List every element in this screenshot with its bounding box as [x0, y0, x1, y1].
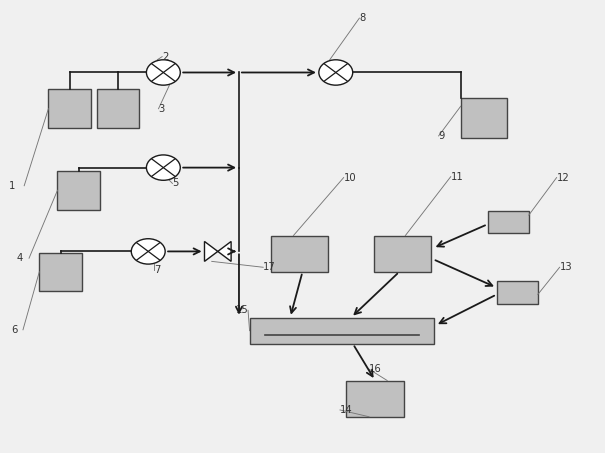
Text: 9: 9 — [439, 131, 445, 141]
Bar — [488, 211, 529, 233]
Text: 8: 8 — [359, 13, 365, 23]
Text: 4: 4 — [17, 253, 23, 263]
Bar — [374, 236, 431, 272]
Bar — [346, 381, 404, 417]
Bar — [57, 171, 100, 209]
Text: 6: 6 — [11, 325, 18, 335]
Text: 10: 10 — [344, 173, 356, 183]
Text: 15: 15 — [236, 305, 249, 315]
Bar — [39, 252, 82, 291]
Circle shape — [319, 60, 353, 85]
Text: 5: 5 — [172, 178, 179, 188]
Polygon shape — [218, 241, 231, 261]
Text: 1: 1 — [9, 181, 16, 191]
Bar — [271, 236, 328, 272]
Circle shape — [146, 155, 180, 180]
Bar — [48, 89, 91, 128]
Text: 7: 7 — [154, 265, 161, 275]
Polygon shape — [204, 241, 218, 261]
Circle shape — [131, 239, 165, 264]
Bar — [461, 97, 507, 138]
Text: 12: 12 — [557, 173, 569, 183]
Text: 2: 2 — [162, 52, 169, 62]
Text: 3: 3 — [159, 104, 165, 114]
Bar — [497, 281, 538, 304]
Bar — [249, 318, 434, 344]
Text: 16: 16 — [369, 364, 382, 374]
Text: 11: 11 — [451, 172, 463, 182]
Text: 17: 17 — [263, 262, 276, 272]
Circle shape — [146, 60, 180, 85]
Bar — [97, 89, 139, 128]
Text: 13: 13 — [560, 262, 572, 272]
Text: 14: 14 — [340, 405, 353, 415]
